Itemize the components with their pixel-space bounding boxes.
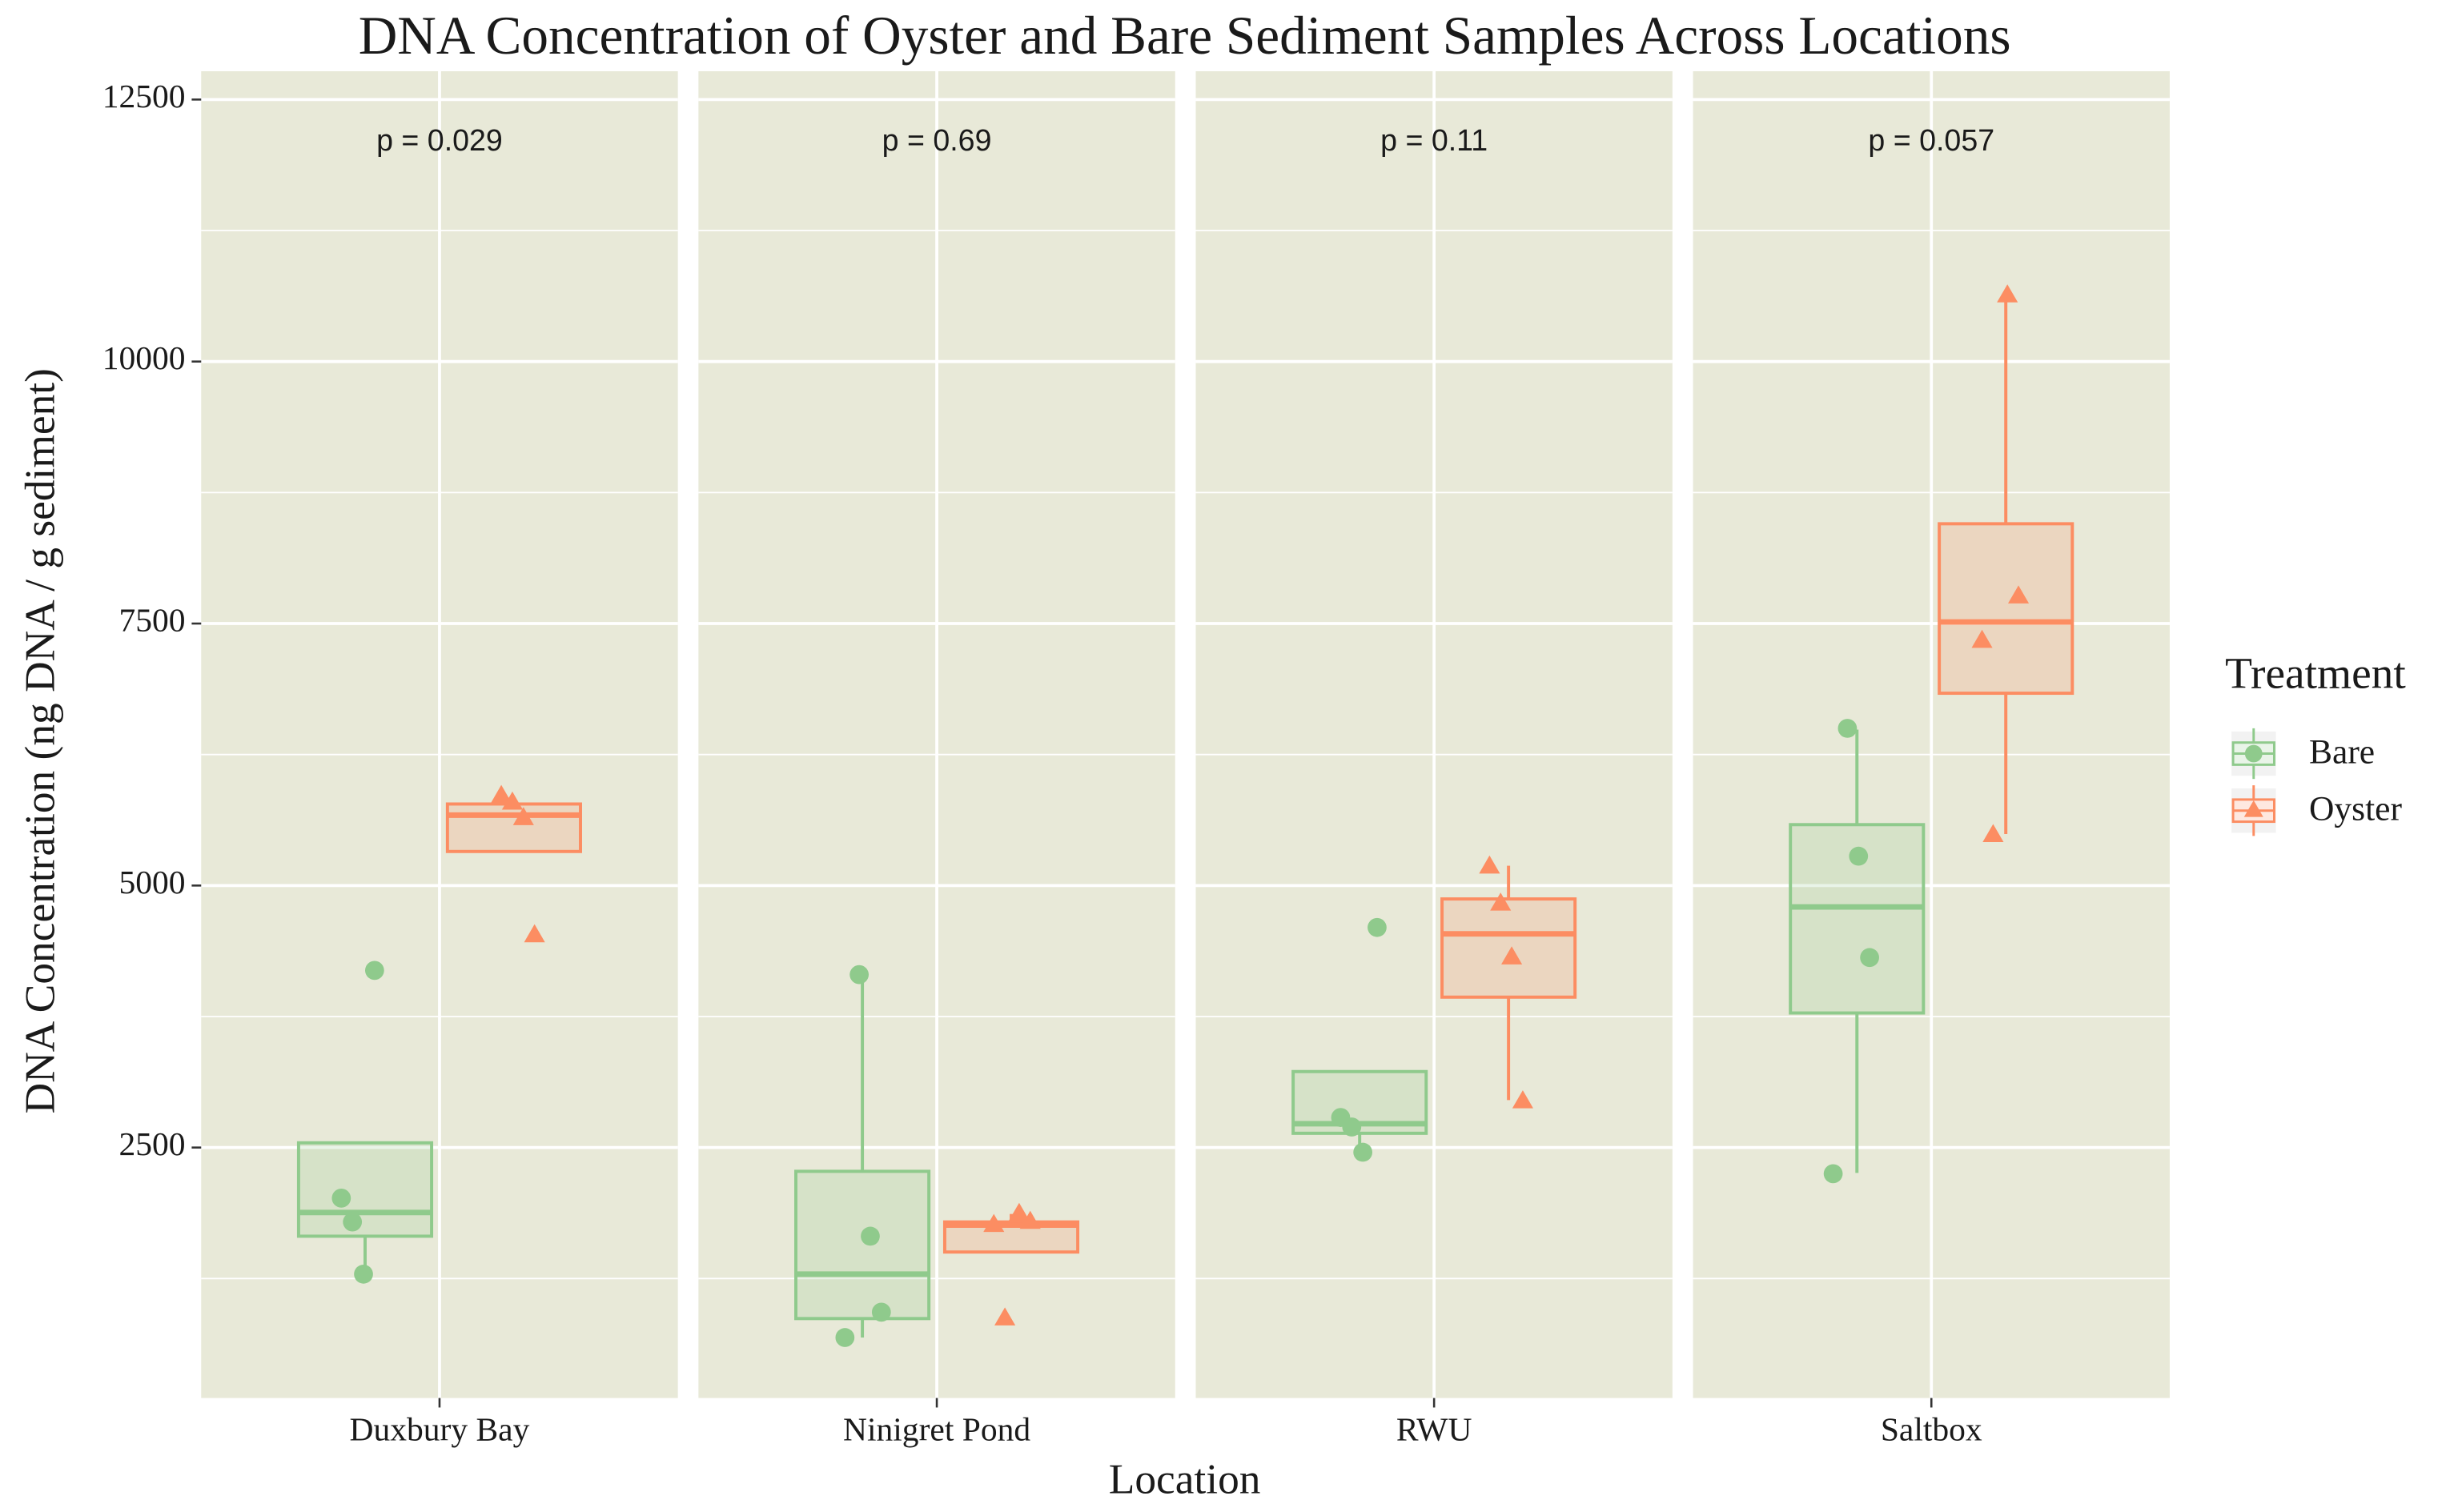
data-point [1837, 719, 1858, 738]
box-group [942, 1213, 1080, 1254]
data-point [1982, 824, 2004, 843]
x-tick-label: Ninigret Pond [843, 1411, 1030, 1448]
data-point [491, 784, 512, 804]
data-point [983, 1213, 1005, 1233]
data-point [2007, 585, 2030, 604]
data-point [1971, 629, 1993, 648]
box [296, 1141, 434, 1238]
data-point [1997, 284, 2018, 303]
facet-annotation: p = 0.11 [1380, 123, 1488, 157]
legend-item: Oyster [2231, 785, 2402, 836]
y-axis-title: DNA Concentration (ng DNA / g sediment) [16, 368, 64, 1113]
legend-title: Treatment [2225, 648, 2406, 697]
data-point [1823, 1164, 1843, 1184]
legend-item: Bare [2231, 728, 2375, 780]
data-point [512, 807, 534, 825]
data-point [331, 1189, 351, 1208]
legend-key-marker [2244, 744, 2263, 763]
data-point [1019, 1210, 1041, 1229]
y-tick-label: 10000 [102, 339, 186, 376]
box-group [794, 977, 931, 1338]
data-point [1501, 946, 1523, 965]
box [445, 802, 582, 853]
box-group [1938, 295, 2074, 835]
facet-annotation: p = 0.029 [376, 123, 503, 157]
data-point [1479, 855, 1500, 874]
x-tick-label: Saltbox [1881, 1411, 1982, 1448]
data-point [1008, 1202, 1030, 1221]
y-tick-label: 5000 [118, 864, 185, 900]
data-point [354, 1264, 373, 1284]
box [1440, 897, 1577, 999]
data-point [501, 791, 524, 810]
data-point [1368, 917, 1387, 937]
data-point [871, 1302, 891, 1322]
data-point [1353, 1142, 1373, 1162]
x-tick-label: Duxbury Bay [350, 1411, 530, 1448]
facet-annotation: p = 0.057 [1868, 123, 1994, 157]
legend-label: Bare [2309, 732, 2375, 771]
data-point [1490, 892, 1512, 911]
x-axis-title: Location [1109, 1455, 1261, 1503]
y-tick-label: 7500 [118, 602, 185, 639]
data-point [1860, 948, 1879, 968]
box-group [1440, 865, 1577, 1101]
x-tick-label: RWU [1396, 1411, 1472, 1448]
data-point [1342, 1117, 1362, 1137]
chart-title: DNA Concentration of Oyster and Bare Sed… [359, 6, 2011, 66]
data-point [343, 1212, 363, 1232]
legend-key-marker [2243, 800, 2263, 817]
data-point [1849, 846, 1869, 866]
facet-annotation: p = 0.69 [882, 123, 992, 157]
y-tick-label: 12500 [102, 78, 186, 114]
box [1938, 522, 2074, 696]
data-point [524, 924, 545, 943]
legend-label: Oyster [2309, 790, 2402, 828]
data-point [835, 1328, 855, 1347]
y-tick-label: 2500 [118, 1125, 185, 1162]
box [794, 1169, 931, 1321]
box-group [296, 1141, 434, 1275]
data-point [849, 965, 870, 985]
data-point [1512, 1090, 1533, 1109]
box-group [445, 802, 582, 853]
data-point [861, 1226, 880, 1246]
data-point [994, 1307, 1016, 1326]
data-point [364, 961, 384, 981]
